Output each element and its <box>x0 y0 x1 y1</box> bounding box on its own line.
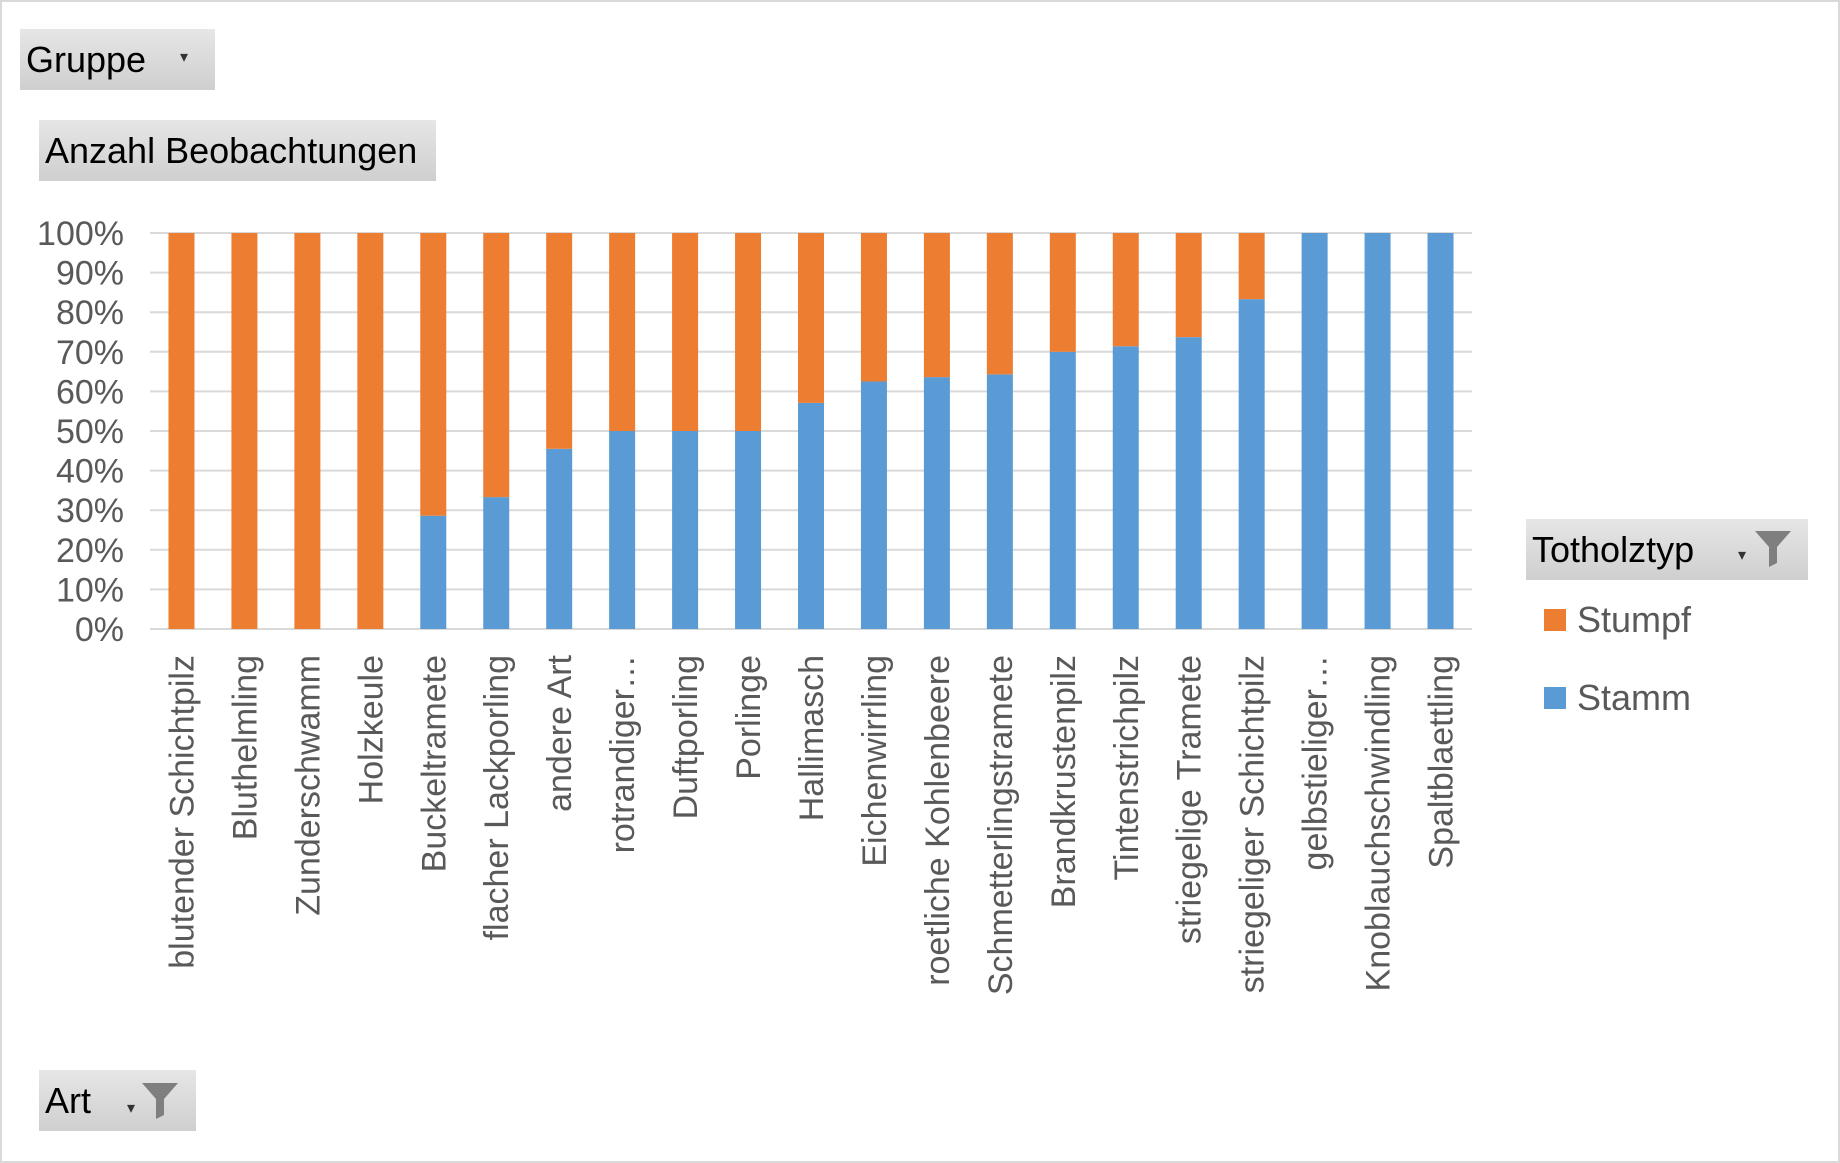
values-field-label: Anzahl Beobachtungen <box>45 129 418 171</box>
dropdown-arrow-icon[interactable]: ▾ <box>127 1100 136 1117</box>
totholztyp-legend-button[interactable]: Totholztyp ▾ <box>1526 519 1808 580</box>
filter-icon[interactable] <box>139 1079 181 1121</box>
gruppe-filter-label: Gruppe <box>26 38 147 80</box>
dropdown-arrow-icon[interactable]: ▾ <box>180 49 189 66</box>
gruppe-filter-button[interactable]: Gruppe ▾ <box>20 29 215 90</box>
values-field-button[interactable]: Anzahl Beobachtungen <box>39 120 436 181</box>
dropdown-arrow-icon[interactable]: ▾ <box>1738 547 1747 564</box>
totholztyp-label: Totholztyp <box>1532 528 1695 570</box>
art-axis-label: Art <box>45 1079 92 1121</box>
art-axis-button[interactable]: Art ▾ <box>39 1070 196 1131</box>
filter-icon[interactable] <box>1752 527 1794 569</box>
